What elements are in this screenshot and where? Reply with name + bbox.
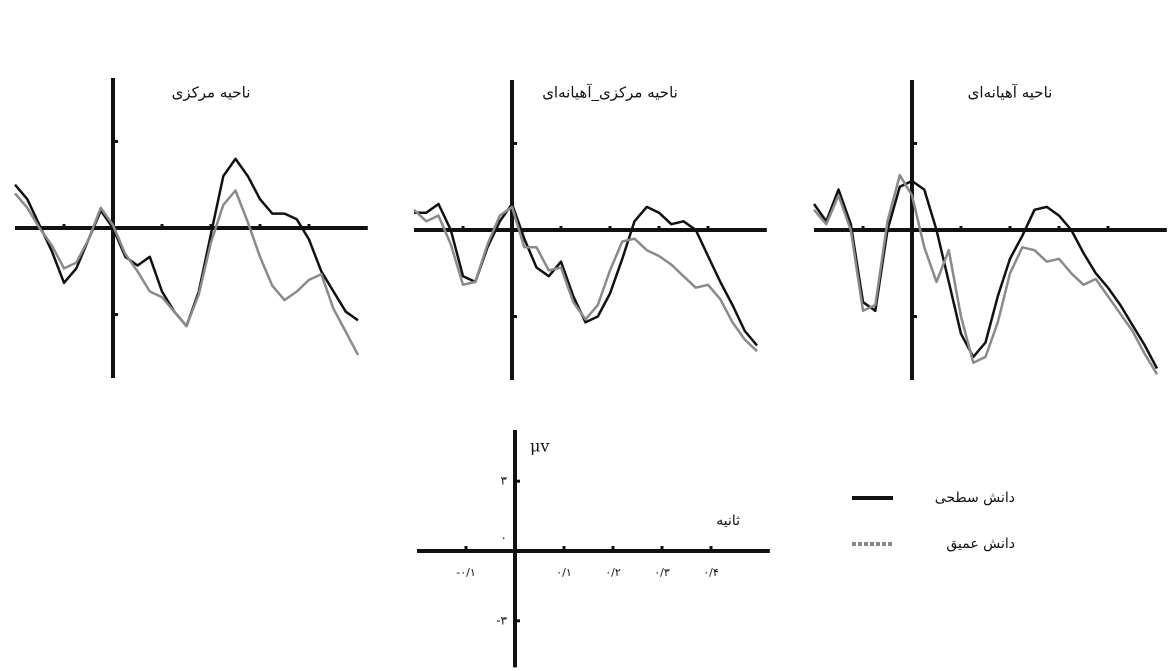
x-tick-label: ۰/۳ bbox=[654, 566, 670, 579]
y-tick-label: ۳ bbox=[501, 474, 508, 488]
erp-line bbox=[413, 205, 758, 353]
legend-label: دانش عمیق bbox=[946, 536, 1015, 552]
erp-line bbox=[813, 173, 1159, 375]
panel-title: ناحیه مرکزی bbox=[172, 84, 251, 102]
x-tick-label: ۰/۴ bbox=[703, 566, 719, 579]
erp-line bbox=[414, 202, 758, 347]
y-tick-label: ۰ bbox=[501, 531, 507, 545]
erp-line bbox=[14, 157, 359, 328]
y-axis-label: μv bbox=[530, 437, 549, 456]
panel-title: ناحیه آهیانه‌ای bbox=[968, 84, 1053, 102]
erp-line bbox=[14, 189, 360, 356]
panel-title: ناحیه مرکزی_آهیانه‌ای bbox=[542, 84, 678, 103]
x-tick-label: -۰/۱ bbox=[456, 566, 476, 579]
erp-line bbox=[812, 179, 1159, 370]
x-tick-label: ۰/۲ bbox=[605, 566, 621, 579]
y-tick-label: -۳ bbox=[496, 613, 507, 627]
x-axis-label: ثانیه bbox=[716, 513, 740, 529]
legend-label: دانش سطحی bbox=[935, 490, 1015, 506]
x-tick-label: ۰/۱ bbox=[556, 566, 572, 579]
